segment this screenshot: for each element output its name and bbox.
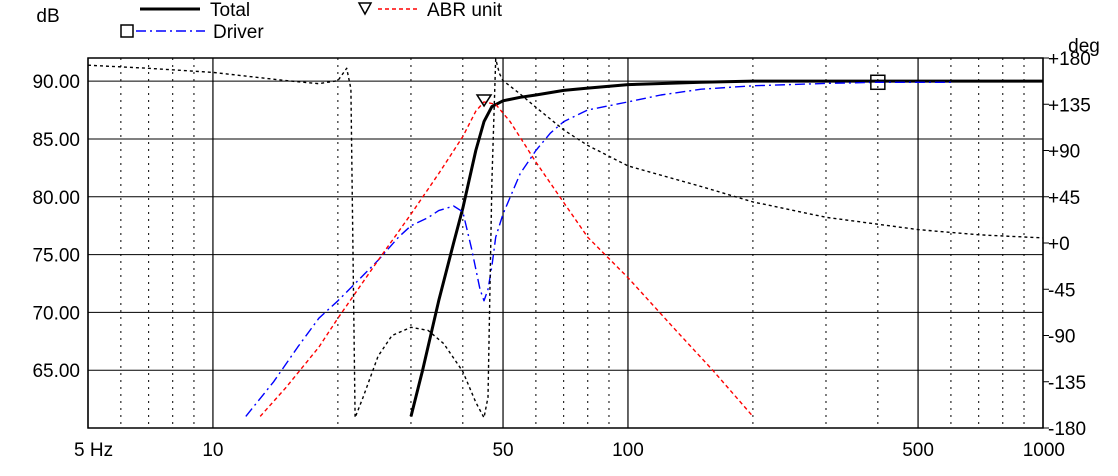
- legend-driver-square-icon: [120, 24, 134, 38]
- y-left-tick-label: 65.00: [32, 361, 80, 382]
- x-tick-label: 1000: [1023, 440, 1065, 461]
- y-right-tick-label: +0: [1048, 234, 1070, 255]
- grid: [87, 58, 1044, 428]
- y-left-tick-label: 80.00: [32, 188, 80, 209]
- series-phase: [88, 58, 1043, 419]
- y-left-tick-label: 90.00: [32, 72, 80, 93]
- legend: Total Driver ABR unit: [120, 0, 503, 43]
- x-tick-label: 5 Hz: [74, 440, 113, 461]
- plot-frame: [87, 57, 1044, 429]
- y-right-tick-label: -135: [1048, 373, 1086, 394]
- series-group: [88, 58, 1043, 419]
- legend-abr-triangle-icon: [357, 2, 373, 16]
- legend-abr-label: ABR unit: [427, 0, 503, 21]
- legend-driver-label: Driver: [213, 22, 264, 43]
- x-tick-label: 500: [902, 440, 934, 461]
- left-axis-unit: dB: [36, 6, 59, 27]
- x-tick-label: 10: [202, 440, 223, 461]
- marker-group: [475, 74, 886, 108]
- driver-square-marker-icon: [870, 74, 886, 91]
- y-right-tick-label: -90: [1048, 327, 1075, 348]
- x-tick-label: 100: [612, 440, 644, 461]
- y-right-tick-label: +135: [1048, 95, 1091, 116]
- series-driver: [245, 81, 951, 417]
- y-left-tick-label: 75.00: [32, 246, 80, 267]
- y-right-tick-label: +180: [1048, 49, 1091, 70]
- y-left-tick-label: 70.00: [32, 303, 80, 324]
- y-left-tick-label: 85.00: [32, 130, 80, 151]
- y-right-tick-label: +90: [1048, 142, 1080, 163]
- series-abr-unit: [259, 101, 754, 417]
- right-axis-unit: deg: [1068, 36, 1100, 57]
- y-right-tick-label: -45: [1048, 280, 1075, 301]
- tick-labels: 90.00 85.00 80.00 75.00 70.00 65.00 +180 +135 +9…: [32, 49, 1090, 461]
- legend-total-label: Total: [210, 0, 250, 21]
- abr-triangle-marker-icon: [475, 94, 493, 108]
- y-right-tick-label: +45: [1048, 188, 1080, 209]
- y-right-tick-label: -180: [1048, 419, 1086, 440]
- series-total: [409, 79, 1043, 417]
- x-tick-label: 50: [492, 440, 513, 461]
